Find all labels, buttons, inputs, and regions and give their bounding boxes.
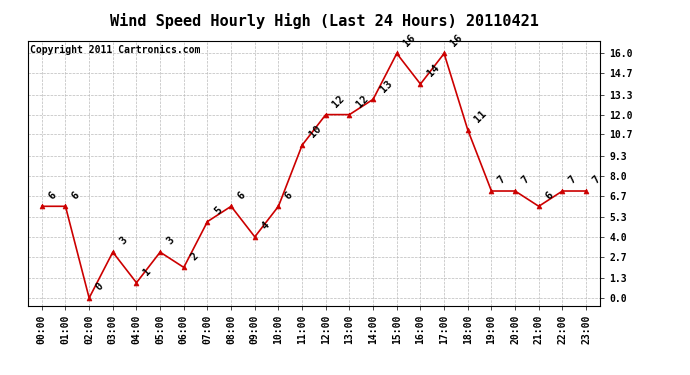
Text: 13: 13 [378, 78, 394, 94]
Text: 6: 6 [70, 189, 81, 201]
Text: 6: 6 [46, 189, 58, 201]
Text: 3: 3 [117, 235, 129, 247]
Text: 7: 7 [520, 174, 531, 186]
Text: 3: 3 [165, 235, 177, 247]
Text: 6: 6 [283, 189, 295, 201]
Text: 16: 16 [448, 32, 465, 48]
Text: 7: 7 [567, 174, 579, 186]
Text: Wind Speed Hourly High (Last 24 Hours) 20110421: Wind Speed Hourly High (Last 24 Hours) 2… [110, 13, 539, 29]
Text: 10: 10 [307, 124, 323, 140]
Text: 6: 6 [544, 189, 555, 201]
Text: 11: 11 [473, 109, 489, 124]
Text: 2: 2 [188, 251, 200, 262]
Text: 1: 1 [141, 266, 152, 278]
Text: 16: 16 [402, 32, 417, 48]
Text: 7: 7 [496, 174, 508, 186]
Text: 12: 12 [331, 93, 346, 109]
Text: 7: 7 [591, 174, 602, 186]
Text: 4: 4 [259, 220, 271, 231]
Text: 0: 0 [94, 281, 106, 292]
Text: Copyright 2011 Cartronics.com: Copyright 2011 Cartronics.com [30, 45, 201, 55]
Text: 6: 6 [236, 189, 247, 201]
Text: 12: 12 [354, 93, 370, 109]
Text: 5: 5 [213, 205, 224, 216]
Text: 14: 14 [425, 63, 441, 79]
